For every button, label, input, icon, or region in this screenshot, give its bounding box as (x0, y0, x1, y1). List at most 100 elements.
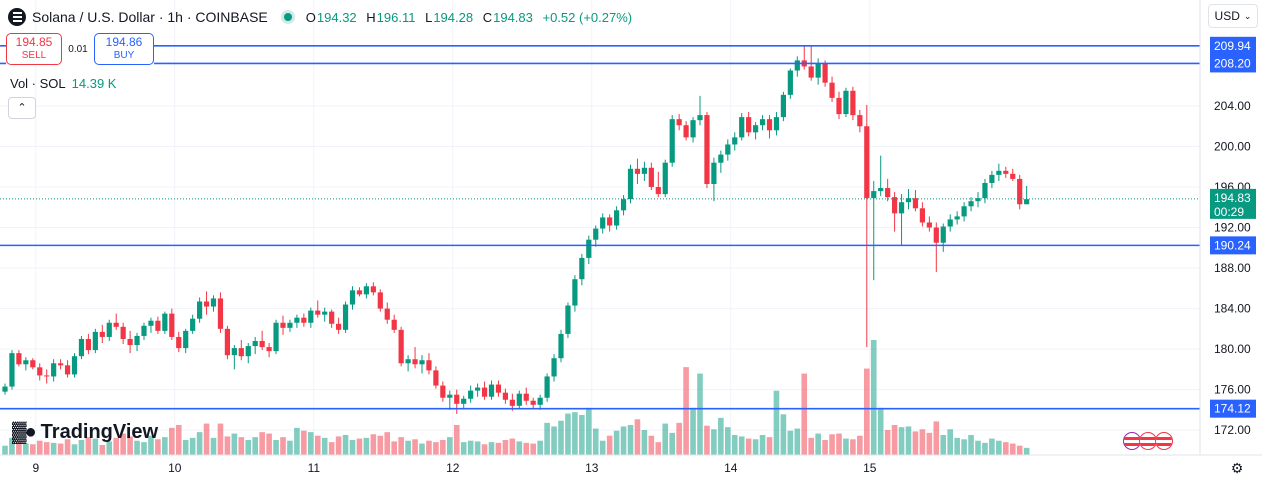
volume-bar (71, 444, 78, 455)
high-label: H (366, 9, 376, 25)
currency-selector[interactable]: USD ⌄ (1208, 4, 1258, 28)
candle-body (64, 365, 71, 375)
candle-body (280, 322, 286, 328)
volume-bar (308, 432, 314, 455)
us-flag-icon[interactable] (1155, 432, 1173, 450)
volume-bar (627, 425, 634, 455)
price-tick-label: 176.00 (1214, 383, 1251, 397)
candle-body (322, 311, 328, 315)
volume-bar (745, 438, 752, 455)
candle-body (384, 308, 390, 320)
volume-bar (78, 440, 85, 455)
volume-bar (266, 433, 272, 455)
candle-body (982, 182, 988, 199)
candle-body (308, 310, 314, 323)
volume-bar (141, 442, 147, 455)
candle-body (829, 82, 835, 98)
candle-body (301, 317, 307, 323)
volume-bar (377, 435, 384, 455)
candle-body (113, 322, 119, 327)
collapse-legend-button[interactable]: ⌃ (8, 97, 36, 119)
volume-bar (592, 428, 599, 455)
candle-body (808, 66, 814, 78)
candle-body (516, 393, 522, 406)
volume-bar (43, 442, 50, 455)
candle-body (16, 353, 22, 365)
candle-body (704, 115, 710, 184)
candle-body (342, 304, 349, 330)
volume-bar (474, 441, 481, 455)
volume-bar (752, 439, 759, 455)
volume-bar (690, 407, 696, 455)
open-label: O (305, 9, 316, 25)
buy-button[interactable]: 194.86 BUY (94, 33, 154, 65)
ohlc-values: O194.32 H196.11 L194.28 C194.83 +0.52 (+… (306, 10, 638, 25)
volume-bar (134, 440, 140, 455)
volume-bar (509, 438, 516, 455)
volume-bar (968, 435, 974, 455)
candle-body (370, 286, 376, 293)
sell-button[interactable]: 194.85 SELL (6, 33, 62, 65)
candle-body (148, 320, 154, 326)
candle-body (245, 346, 251, 357)
candle-body (794, 60, 800, 71)
price-tick-label: 172.00 (1214, 423, 1251, 437)
volume-bar (363, 437, 370, 455)
level-price-label: 174.12 (1214, 402, 1251, 416)
volume-bar (898, 427, 905, 455)
volume-bar (1016, 445, 1023, 455)
volume-bar (50, 442, 57, 455)
tradingview-logo[interactable]: ▓● TradingView (12, 421, 158, 444)
volume-bar (565, 413, 571, 455)
volume-bar (857, 435, 863, 455)
candle-body (127, 338, 133, 346)
volume-bar (224, 436, 231, 455)
volume-bar (36, 440, 43, 455)
volume-bar (773, 390, 780, 455)
volume-bar (982, 442, 988, 455)
candle-body (468, 390, 474, 399)
volume-bar (23, 443, 29, 455)
candle-body (266, 347, 272, 352)
spread-value: 0.01 (68, 43, 88, 55)
candle-body (926, 222, 932, 228)
level-price-label: 190.24 (1214, 238, 1251, 252)
candle-body (433, 370, 439, 386)
settings-gear-icon[interactable]: ⚙ (1230, 460, 1244, 476)
candle-body (210, 298, 217, 307)
volume-bar (989, 438, 995, 455)
events-markers[interactable] (1121, 431, 1177, 451)
price-tick-label: 184.00 (1214, 302, 1251, 316)
candle-body (780, 94, 786, 118)
candle-body (940, 226, 946, 243)
candle-body (398, 329, 404, 364)
volume-bar (759, 435, 766, 455)
candle-body (252, 340, 258, 347)
candle-body (454, 394, 460, 404)
symbol-title[interactable]: Solana / U.S. Dollar · 1h · COINBASE (32, 9, 268, 25)
volume-bar (328, 442, 335, 455)
volume-bar (516, 441, 523, 455)
volume-bar (940, 435, 947, 455)
last-price-tag (1210, 188, 1256, 219)
candle-body (426, 360, 432, 371)
level-price-tag (1210, 36, 1256, 55)
volume-bar (683, 367, 689, 455)
volume-bar (127, 436, 133, 455)
candle-body (190, 318, 196, 331)
volume-bar (530, 443, 536, 455)
close-label: C (482, 9, 493, 25)
time-axis: 9 10 11 12 13 14 15 (32, 461, 876, 475)
candle-body (405, 359, 411, 364)
candle-body (134, 335, 140, 346)
volume-bar (210, 437, 217, 455)
candle-body (773, 117, 780, 131)
volume-bar (391, 441, 397, 455)
candle-body (377, 292, 383, 309)
time-tick-label: 9 (32, 461, 39, 475)
candle-body (273, 322, 279, 352)
candle-body (961, 206, 967, 217)
volume-bar (891, 425, 898, 455)
